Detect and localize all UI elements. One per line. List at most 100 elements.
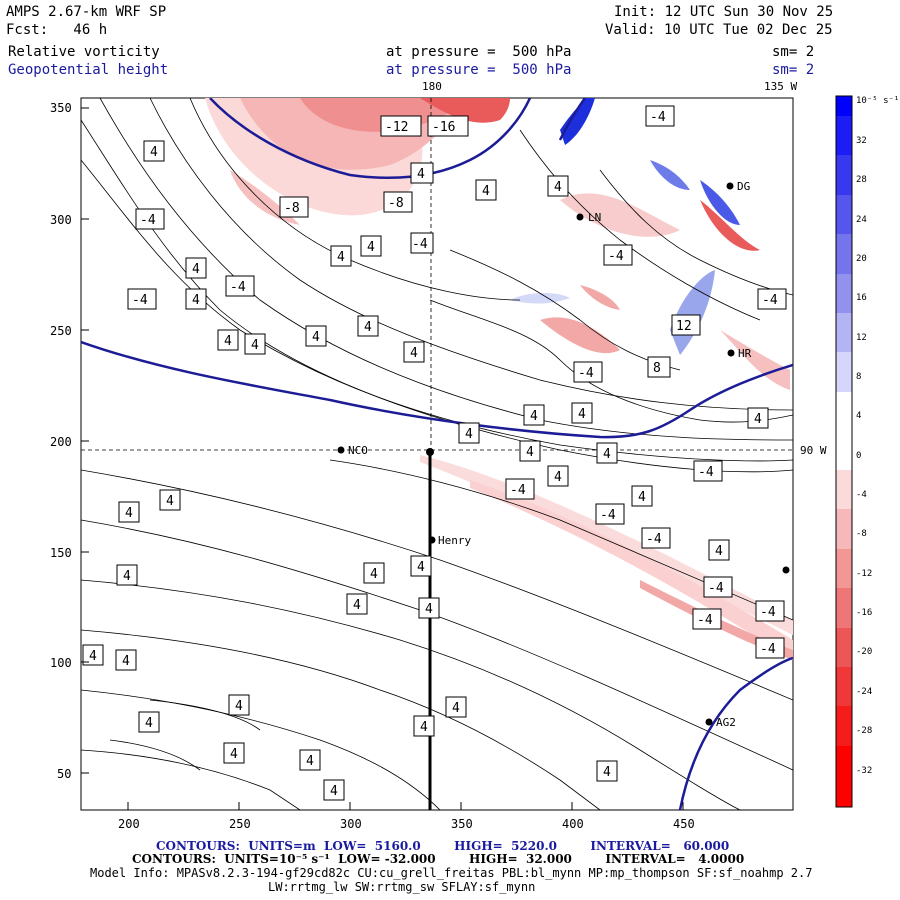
x-tick-label: 250 xyxy=(229,817,251,831)
contour-label: -4 xyxy=(641,527,671,549)
svg-text:-4: -4 xyxy=(760,605,776,620)
contour-label: 4 xyxy=(403,341,425,363)
contour-label: -4 xyxy=(645,105,675,127)
svg-text:-12: -12 xyxy=(856,569,872,579)
contour-label: 4 xyxy=(519,440,541,462)
forecast-hour: Fcst: 46 h xyxy=(6,22,108,38)
svg-text:4: 4 xyxy=(367,240,375,255)
contour-label: -16 xyxy=(427,115,469,137)
contour-label: 4 xyxy=(410,162,434,184)
contour-label: -8 xyxy=(383,191,413,213)
contour-label: -4 xyxy=(135,208,165,230)
lon-label-135w: 135 W xyxy=(764,80,797,93)
contour-label: 4 xyxy=(547,175,569,197)
contour-label: 4 xyxy=(185,257,207,279)
svg-text:4: 4 xyxy=(125,506,133,521)
field2-smoothing: sm= 2 xyxy=(772,62,815,78)
svg-text:4: 4 xyxy=(89,649,97,664)
svg-text:4: 4 xyxy=(482,184,490,199)
contour-label: 4 xyxy=(143,140,165,162)
y-tick-label: 200 xyxy=(50,435,72,449)
station-marker-henry xyxy=(428,536,436,544)
model-info-line2: LW:rrtmg_lw SW:rrtmg_sw SFLAY:sf_mynn xyxy=(268,880,536,894)
contour-label: -12 xyxy=(380,115,422,137)
svg-text:28: 28 xyxy=(856,175,867,185)
station-label-dg: DG xyxy=(737,180,750,193)
neg-vorticity-region xyxy=(580,285,620,310)
pos-vorticity-region xyxy=(560,98,595,145)
y-tick-label: 250 xyxy=(50,324,72,338)
svg-text:-16: -16 xyxy=(432,120,455,135)
contour-label: 4 xyxy=(445,696,467,718)
svg-text:-4: -4 xyxy=(760,642,776,657)
height-contours xyxy=(81,98,793,810)
svg-text:4: 4 xyxy=(420,720,428,735)
svg-text:-8: -8 xyxy=(856,529,867,539)
plot-frame xyxy=(80,97,794,811)
contour-label: -4 xyxy=(693,460,723,482)
svg-text:-8: -8 xyxy=(284,201,300,216)
colorbar-labels: 10⁻⁵ s⁻¹ 32 28 24 20 16 12 8 4 0 -4 -8 -… xyxy=(856,96,899,776)
svg-text:-4: -4 xyxy=(510,483,526,498)
x-tick-label: 300 xyxy=(340,817,362,831)
svg-text:4: 4 xyxy=(603,447,611,462)
svg-text:-4: -4 xyxy=(140,213,156,228)
contour-label: -4 xyxy=(127,288,157,310)
contour-label: 4 xyxy=(330,245,352,267)
contour-label: -4 xyxy=(692,608,722,630)
colorbar xyxy=(835,95,853,808)
svg-text:4: 4 xyxy=(856,411,861,421)
contour-label: -4 xyxy=(703,576,733,598)
contour-label: 4 xyxy=(116,564,138,586)
contour-label: 4 xyxy=(323,779,345,801)
svg-text:-32: -32 xyxy=(856,766,872,776)
station-marker-ag2 xyxy=(705,718,713,726)
svg-text:-20: -20 xyxy=(856,647,872,657)
svg-text:4: 4 xyxy=(145,716,153,731)
neg-vorticity-region xyxy=(700,200,760,251)
svg-text:-4: -4 xyxy=(697,613,713,628)
svg-text:4: 4 xyxy=(754,412,762,427)
lon-label-180: 180 xyxy=(422,80,442,93)
x-tick-label: 400 xyxy=(562,817,584,831)
svg-text:16: 16 xyxy=(856,293,867,303)
svg-text:-4: -4 xyxy=(608,249,624,264)
height-contour-info: CONTOURS: UNITS=m LOW= 5160.0 HIGH= 5220… xyxy=(156,839,730,853)
svg-text:12: 12 xyxy=(856,333,867,343)
contour-label: 4 xyxy=(458,422,480,444)
svg-text:-4: -4 xyxy=(698,465,714,480)
svg-text:-4: -4 xyxy=(412,237,428,252)
contour-label: -4 xyxy=(573,361,603,383)
y-tick-label: 300 xyxy=(50,213,72,227)
model-title: AMPS 2.67-km WRF SP xyxy=(6,4,167,20)
pos-vorticity-region xyxy=(650,160,690,190)
neg-vorticity-region xyxy=(540,317,620,354)
svg-text:4: 4 xyxy=(417,560,425,575)
svg-text:4: 4 xyxy=(364,320,372,335)
svg-text:-4: -4 xyxy=(856,490,867,500)
svg-text:0: 0 xyxy=(856,451,861,461)
pole-marker xyxy=(426,448,434,456)
lon-label-90w: 90 W xyxy=(800,444,827,457)
contour-label: 4 xyxy=(346,593,368,615)
contour-label: -4 xyxy=(757,288,787,310)
contour-label: 4 xyxy=(217,329,239,351)
y-tick-label: 350 xyxy=(50,101,72,115)
svg-text:8: 8 xyxy=(856,372,861,382)
contour-label: 4 xyxy=(747,407,769,429)
field1-smoothing: sm= 2 xyxy=(772,44,815,60)
contour-label: 4 xyxy=(410,555,432,577)
contour-label: 4 xyxy=(596,760,618,782)
svg-text:-16: -16 xyxy=(856,608,872,618)
svg-text:4: 4 xyxy=(122,654,130,669)
x-tick-label: 200 xyxy=(118,817,140,831)
svg-text:4: 4 xyxy=(554,470,562,485)
svg-text:4: 4 xyxy=(638,490,646,505)
svg-text:-4: -4 xyxy=(600,508,616,523)
contour-label: 4 xyxy=(299,749,321,771)
contour-label: 4 xyxy=(360,235,382,257)
station-marker-ln xyxy=(576,213,584,221)
svg-text:-4: -4 xyxy=(650,110,666,125)
svg-text:-4: -4 xyxy=(578,366,594,381)
